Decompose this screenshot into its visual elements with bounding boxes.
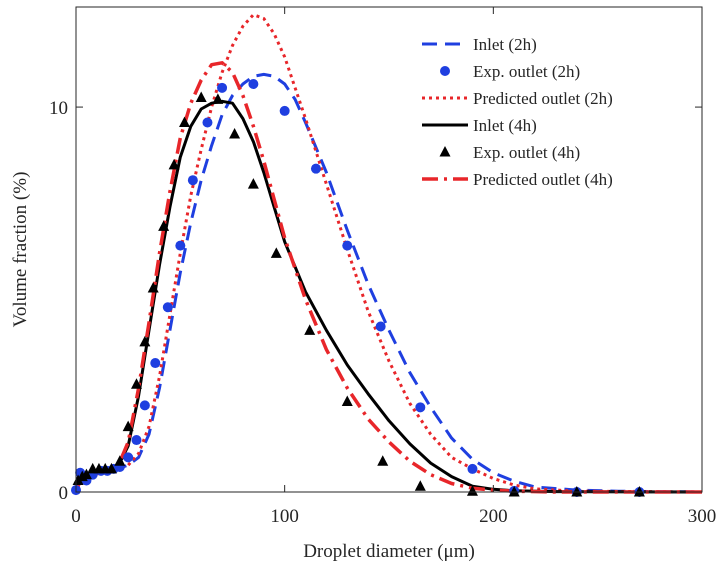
marker-exp-outlet-4h-22	[377, 455, 389, 466]
x-tick-label: 300	[688, 506, 717, 527]
plot-markers-layer	[71, 78, 645, 497]
marker-exp-outlet-2h-11	[150, 358, 161, 369]
series-line-predicted-outlet-4h	[74, 61, 702, 494]
legend-swatch-exp-outlet-2h	[440, 66, 450, 76]
marker-exp-outlet-4h-12	[158, 220, 170, 231]
marker-exp-outlet-2h-12	[162, 302, 173, 313]
legend-label-inlet-2h: Inlet (2h)	[473, 35, 537, 54]
marker-exp-outlet-4h-23	[414, 480, 426, 491]
marker-exp-outlet-2h-16	[217, 82, 228, 93]
marker-exp-outlet-4h-8	[122, 420, 134, 432]
marker-exp-outlet-4h-9	[131, 378, 143, 389]
legend-label-inlet-4h: Inlet (4h)	[473, 116, 537, 135]
marker-exp-outlet-4h-16	[212, 93, 224, 104]
legend-label-exp-outlet-2h: Exp. outlet (2h)	[473, 62, 580, 81]
marker-exp-outlet-2h-19	[310, 163, 321, 174]
marker-exp-outlet-4h-26	[571, 486, 583, 497]
marker-exp-outlet-4h-25	[508, 486, 520, 497]
marker-exp-outlet-2h-18	[279, 105, 290, 116]
marker-exp-outlet-2h-10	[139, 400, 150, 411]
marker-exp-outlet-4h-17	[229, 128, 241, 139]
marker-exp-outlet-4h-14	[179, 116, 191, 127]
marker-exp-outlet-4h-24	[466, 485, 478, 496]
marker-exp-outlet-4h-10	[139, 335, 151, 347]
x-tick-label: 200	[479, 506, 508, 527]
legend-label-predicted-outlet-4h: Predicted outlet (4h)	[473, 170, 613, 189]
marker-exp-outlet-2h-15	[202, 117, 213, 128]
legend-swatch-exp-outlet-4h	[439, 146, 451, 157]
marker-exp-outlet-2h-9	[131, 435, 142, 446]
marker-exp-outlet-2h-20	[342, 240, 353, 251]
marker-exp-outlet-4h-19	[270, 247, 282, 258]
series-line-predicted-outlet-2h	[74, 13, 703, 494]
y-tick-label: 0	[59, 483, 69, 504]
marker-exp-outlet-2h-8	[123, 452, 134, 463]
marker-exp-outlet-2h-17	[248, 78, 259, 89]
marker-exp-outlet-2h-14	[187, 175, 198, 186]
marker-exp-outlet-4h-7	[114, 455, 126, 466]
marker-exp-outlet-4h-15	[195, 91, 207, 102]
x-tick-label: 100	[270, 506, 299, 527]
legend-label-exp-outlet-4h: Exp. outlet (4h)	[473, 143, 580, 162]
marker-exp-outlet-4h-20	[304, 324, 316, 335]
axis-ticks: 0 100 200 300 0 10	[49, 7, 716, 527]
x-axis-title: Droplet diameter (μm)	[303, 541, 475, 562]
marker-exp-outlet-4h-21	[341, 395, 353, 407]
marker-exp-outlet-2h-21	[375, 321, 386, 332]
legend: Inlet (2h) Exp. outlet (2h) Predicted outl…	[422, 35, 613, 189]
plot-area-frame	[75, 6, 703, 493]
marker-exp-outlet-4h-2	[80, 468, 92, 480]
marker-exp-outlet-4h-6	[105, 462, 117, 474]
x-tick-label: 0	[71, 506, 81, 527]
marker-exp-outlet-2h-22	[415, 402, 426, 413]
marker-exp-outlet-4h-13	[168, 158, 180, 170]
y-tick-label: 10	[49, 98, 68, 119]
legend-label-predicted-outlet-2h: Predicted outlet (2h)	[473, 89, 613, 108]
marker-exp-outlet-4h-11	[147, 281, 159, 293]
y-axis-title: Volume fraction (%)	[10, 172, 31, 328]
marker-exp-outlet-2h-13	[175, 240, 186, 251]
marker-exp-outlet-2h-23	[467, 463, 478, 474]
marker-exp-outlet-4h-18	[247, 178, 259, 189]
marker-exp-outlet-4h-27	[633, 486, 645, 497]
